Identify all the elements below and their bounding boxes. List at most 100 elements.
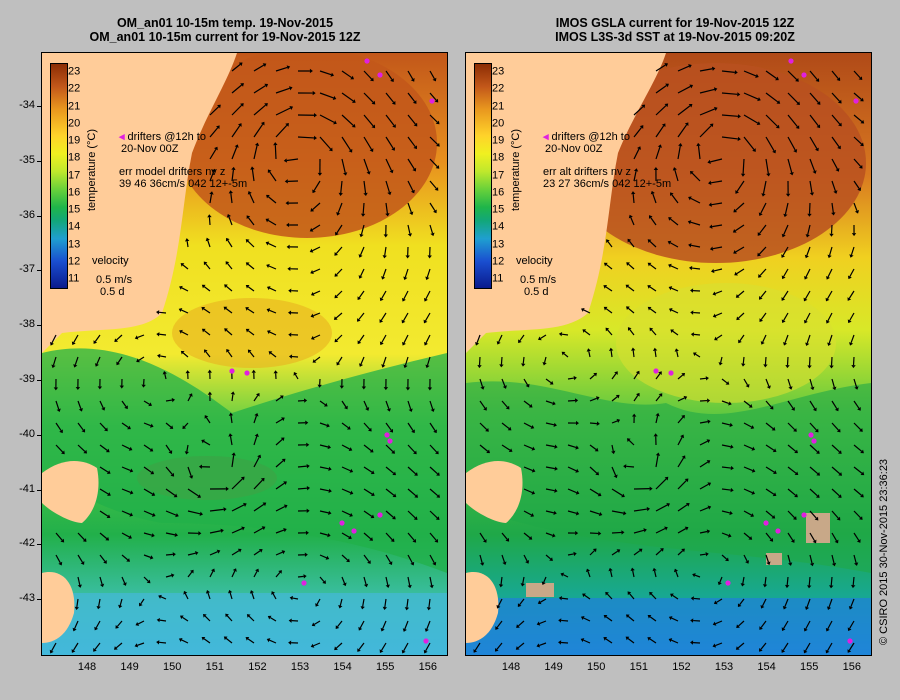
velocity-arrow <box>384 246 387 256</box>
velocity-arrowhead <box>838 472 843 476</box>
velocity-arrowhead <box>553 510 557 516</box>
velocity-arrow <box>671 194 679 204</box>
velocity-arrow <box>671 309 679 314</box>
latitude-tick <box>37 325 41 327</box>
velocity-arrowhead <box>49 649 54 654</box>
velocity-arrow <box>633 508 648 512</box>
velocity-arrowhead <box>309 248 314 253</box>
velocity-arrowhead <box>668 217 672 221</box>
velocity-arrowhead <box>733 250 737 254</box>
velocity-arrowhead <box>790 539 795 543</box>
velocity-arrow <box>337 202 343 214</box>
velocity-arrowhead <box>315 603 320 607</box>
velocity-arrowhead <box>293 372 298 376</box>
velocity-arrowhead <box>517 603 522 607</box>
velocity-arrow <box>691 172 701 182</box>
latitude-label: -36 <box>19 208 35 221</box>
velocity-arrow <box>611 373 617 380</box>
velocity-arrow <box>783 268 789 277</box>
velocity-label: velocity <box>92 255 129 267</box>
velocity-arrow <box>496 642 503 650</box>
velocity-arrow <box>655 105 667 116</box>
velocity-arrowhead <box>162 371 167 375</box>
velocity-arrowhead <box>805 234 810 238</box>
velocity-arrow <box>610 350 613 358</box>
velocity-arrow <box>407 136 416 148</box>
velocity-arrow <box>55 532 63 541</box>
velocity-arrow <box>121 444 130 450</box>
velocity-arrowhead <box>254 433 259 438</box>
velocity-arrow <box>759 224 767 234</box>
velocity-arrow <box>227 240 233 248</box>
velocity-arrowhead <box>201 307 206 311</box>
velocity-arrow <box>275 505 286 512</box>
velocity-arrow <box>385 136 394 149</box>
velocity-arrowhead <box>249 590 255 594</box>
velocity-arrow <box>853 554 857 564</box>
warm-eddy <box>566 63 866 263</box>
velocity-arrowhead <box>625 614 630 619</box>
velocity-arrowhead <box>549 380 554 385</box>
velocity-arrowhead <box>816 472 821 476</box>
velocity-arrowhead <box>261 526 266 531</box>
velocity-arrow <box>99 422 107 430</box>
velocity-arrow <box>523 400 531 407</box>
velocity-arrow <box>517 642 525 649</box>
velocity-arrow <box>382 620 387 629</box>
velocity-arrowhead <box>531 490 536 495</box>
velocity-arrowhead <box>757 252 761 257</box>
velocity-arrow <box>716 334 723 339</box>
velocity-arrow <box>269 331 277 336</box>
longitude-label: 149 <box>544 661 563 673</box>
velocity-arrow <box>518 620 525 627</box>
velocity-arrowhead <box>759 648 763 652</box>
velocity-arrowhead <box>708 180 712 186</box>
velocity-arrowhead <box>713 87 718 92</box>
velocity-arrow <box>203 308 211 314</box>
velocity-arrowhead <box>696 142 701 147</box>
velocity-arrowhead <box>126 558 130 562</box>
velocity-arrow <box>670 218 679 226</box>
velocity-arrow <box>209 127 219 138</box>
velocity-arrow <box>363 114 374 127</box>
velocity-arrowhead <box>317 384 322 388</box>
velocity-arrow <box>690 221 701 226</box>
velocity-arrow <box>341 488 351 494</box>
velocity-arrowhead <box>357 296 362 301</box>
colorbar-tick-17: 17 <box>492 169 505 181</box>
velocity-arrow <box>275 124 288 138</box>
velocity-arrowhead <box>664 103 669 108</box>
velocity-arrowhead <box>785 193 791 197</box>
velocity-arrowhead <box>688 103 693 108</box>
velocity-arrow <box>654 350 657 358</box>
velocity-arrow <box>404 356 409 366</box>
colorbar-ticks: 23 22 21 20 19 18 17 16 15 14 13 12 11 <box>492 63 522 289</box>
velocity-arrow <box>429 444 438 453</box>
velocity-arrowhead <box>250 166 255 170</box>
velocity-arrow <box>73 334 79 343</box>
velocity-arrow <box>672 330 679 336</box>
velocity-arrowhead <box>477 364 482 369</box>
velocity-arrow <box>253 479 263 490</box>
velocity-arrow <box>805 620 811 630</box>
velocity-arrowhead <box>172 552 176 557</box>
velocity-arrowhead <box>105 536 110 541</box>
velocity-arrowhead <box>730 465 734 471</box>
drifter-marker <box>301 580 307 586</box>
velocity-arrow <box>165 553 173 556</box>
velocity-arrowhead <box>688 64 692 69</box>
velocity-arrowhead <box>596 421 600 426</box>
velocity-arrow <box>384 598 387 608</box>
velocity-arrow <box>231 455 235 468</box>
velocity-arrowhead <box>225 613 229 618</box>
velocity-arrow <box>319 576 325 582</box>
velocity-arrow <box>253 415 257 424</box>
velocity-arrowhead <box>674 348 679 352</box>
velocity-arrowhead <box>288 618 292 623</box>
velocity-arrowhead <box>575 530 579 536</box>
velocity-arrowhead <box>582 329 587 333</box>
velocity-arrow <box>831 422 839 431</box>
velocity-arrow <box>677 416 684 424</box>
velocity-arrowhead <box>287 266 291 272</box>
velocity-arrow <box>247 286 255 292</box>
